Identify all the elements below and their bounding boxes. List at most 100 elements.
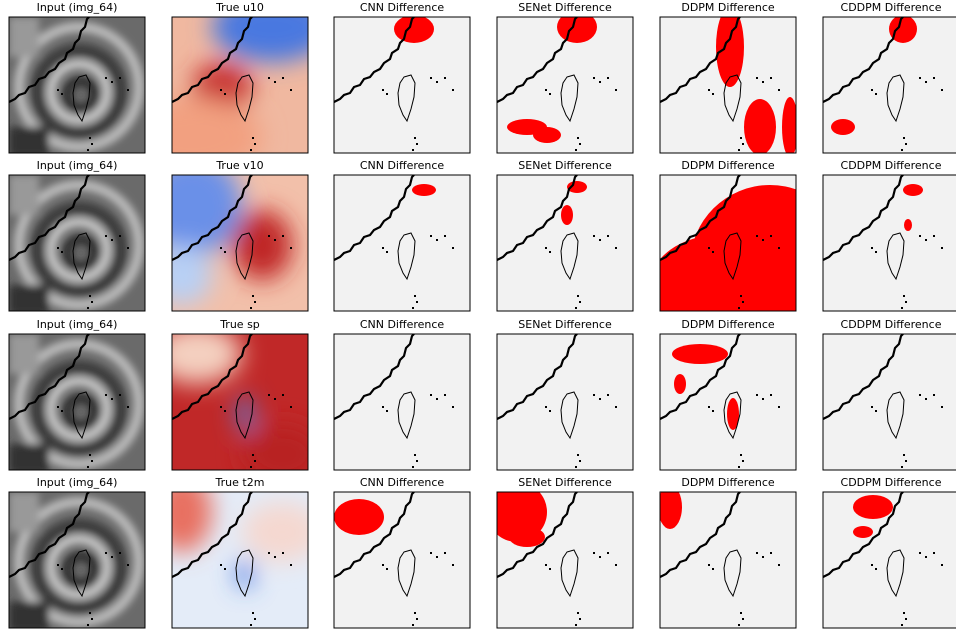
difference-region <box>889 17 917 43</box>
island <box>577 295 579 297</box>
panel-image <box>497 492 633 628</box>
island <box>414 454 416 456</box>
island <box>89 612 91 614</box>
panel <box>822 16 956 154</box>
island <box>901 149 903 151</box>
island <box>579 143 581 145</box>
frame <box>822 174 956 312</box>
island <box>89 454 91 456</box>
taiwan <box>723 391 742 440</box>
panel <box>333 491 471 629</box>
island <box>436 556 438 558</box>
island <box>105 552 107 554</box>
island <box>61 251 63 253</box>
coastline <box>334 334 415 420</box>
island <box>274 398 276 400</box>
island <box>430 235 432 237</box>
island <box>593 552 595 554</box>
island <box>290 564 292 566</box>
frame <box>333 333 471 471</box>
island <box>416 301 418 303</box>
panel-title: CNN Difference <box>360 318 445 331</box>
island <box>57 406 59 408</box>
island <box>941 89 943 91</box>
coastline <box>823 17 904 103</box>
island <box>933 552 935 554</box>
island <box>903 295 905 297</box>
coastline <box>334 17 415 103</box>
panel <box>8 333 146 471</box>
panel-title: DDPM Difference <box>681 1 775 14</box>
taiwan <box>560 549 579 598</box>
island <box>111 398 113 400</box>
island <box>770 77 772 79</box>
coastline <box>823 334 904 420</box>
island <box>127 247 129 249</box>
bg <box>334 175 470 311</box>
island <box>61 410 63 412</box>
frame <box>8 333 146 471</box>
island <box>577 454 579 456</box>
panel-title: CDDPM Difference <box>841 1 942 14</box>
island <box>712 410 714 412</box>
frame <box>659 16 797 154</box>
island <box>762 239 764 241</box>
frame <box>822 16 956 154</box>
island <box>444 552 446 554</box>
panel <box>659 333 797 471</box>
panel-image <box>660 334 796 470</box>
panel <box>171 174 309 312</box>
panel <box>822 174 956 312</box>
island <box>871 247 873 249</box>
island <box>224 410 226 412</box>
frame <box>496 16 634 154</box>
island <box>430 394 432 396</box>
island <box>549 410 551 412</box>
island <box>708 406 710 408</box>
band <box>14 22 144 152</box>
panel-title: CDDPM Difference <box>841 476 942 489</box>
panel-image <box>334 492 470 628</box>
island <box>252 137 254 139</box>
taiwan <box>886 232 905 281</box>
field-patch <box>232 210 292 280</box>
frame <box>333 16 471 154</box>
island <box>762 556 764 558</box>
island <box>756 394 758 396</box>
island <box>382 406 384 408</box>
island <box>61 93 63 95</box>
coastline <box>660 17 741 103</box>
island <box>778 564 780 566</box>
bg <box>497 175 633 311</box>
island <box>386 251 388 253</box>
taiwan <box>235 391 254 440</box>
island <box>452 406 454 408</box>
island <box>87 149 89 151</box>
bg <box>497 334 633 470</box>
frame <box>171 16 309 154</box>
island <box>105 394 107 396</box>
coastline <box>172 175 253 261</box>
frame <box>496 333 634 471</box>
panel <box>496 16 634 154</box>
island <box>268 77 270 79</box>
island <box>127 564 129 566</box>
panel-image <box>823 175 956 311</box>
island <box>778 406 780 408</box>
island <box>224 251 226 253</box>
band <box>14 180 144 310</box>
island <box>89 295 91 297</box>
coastline <box>9 334 90 420</box>
panel <box>171 16 309 154</box>
island <box>708 89 710 91</box>
field-patch <box>172 334 242 384</box>
taiwan <box>235 232 254 281</box>
island <box>452 564 454 566</box>
panel-title: DDPM Difference <box>681 476 775 489</box>
island <box>708 564 710 566</box>
panel-title: True t2m <box>215 476 265 489</box>
panel-image <box>334 17 470 153</box>
difference-region <box>557 17 597 43</box>
island <box>282 552 284 554</box>
